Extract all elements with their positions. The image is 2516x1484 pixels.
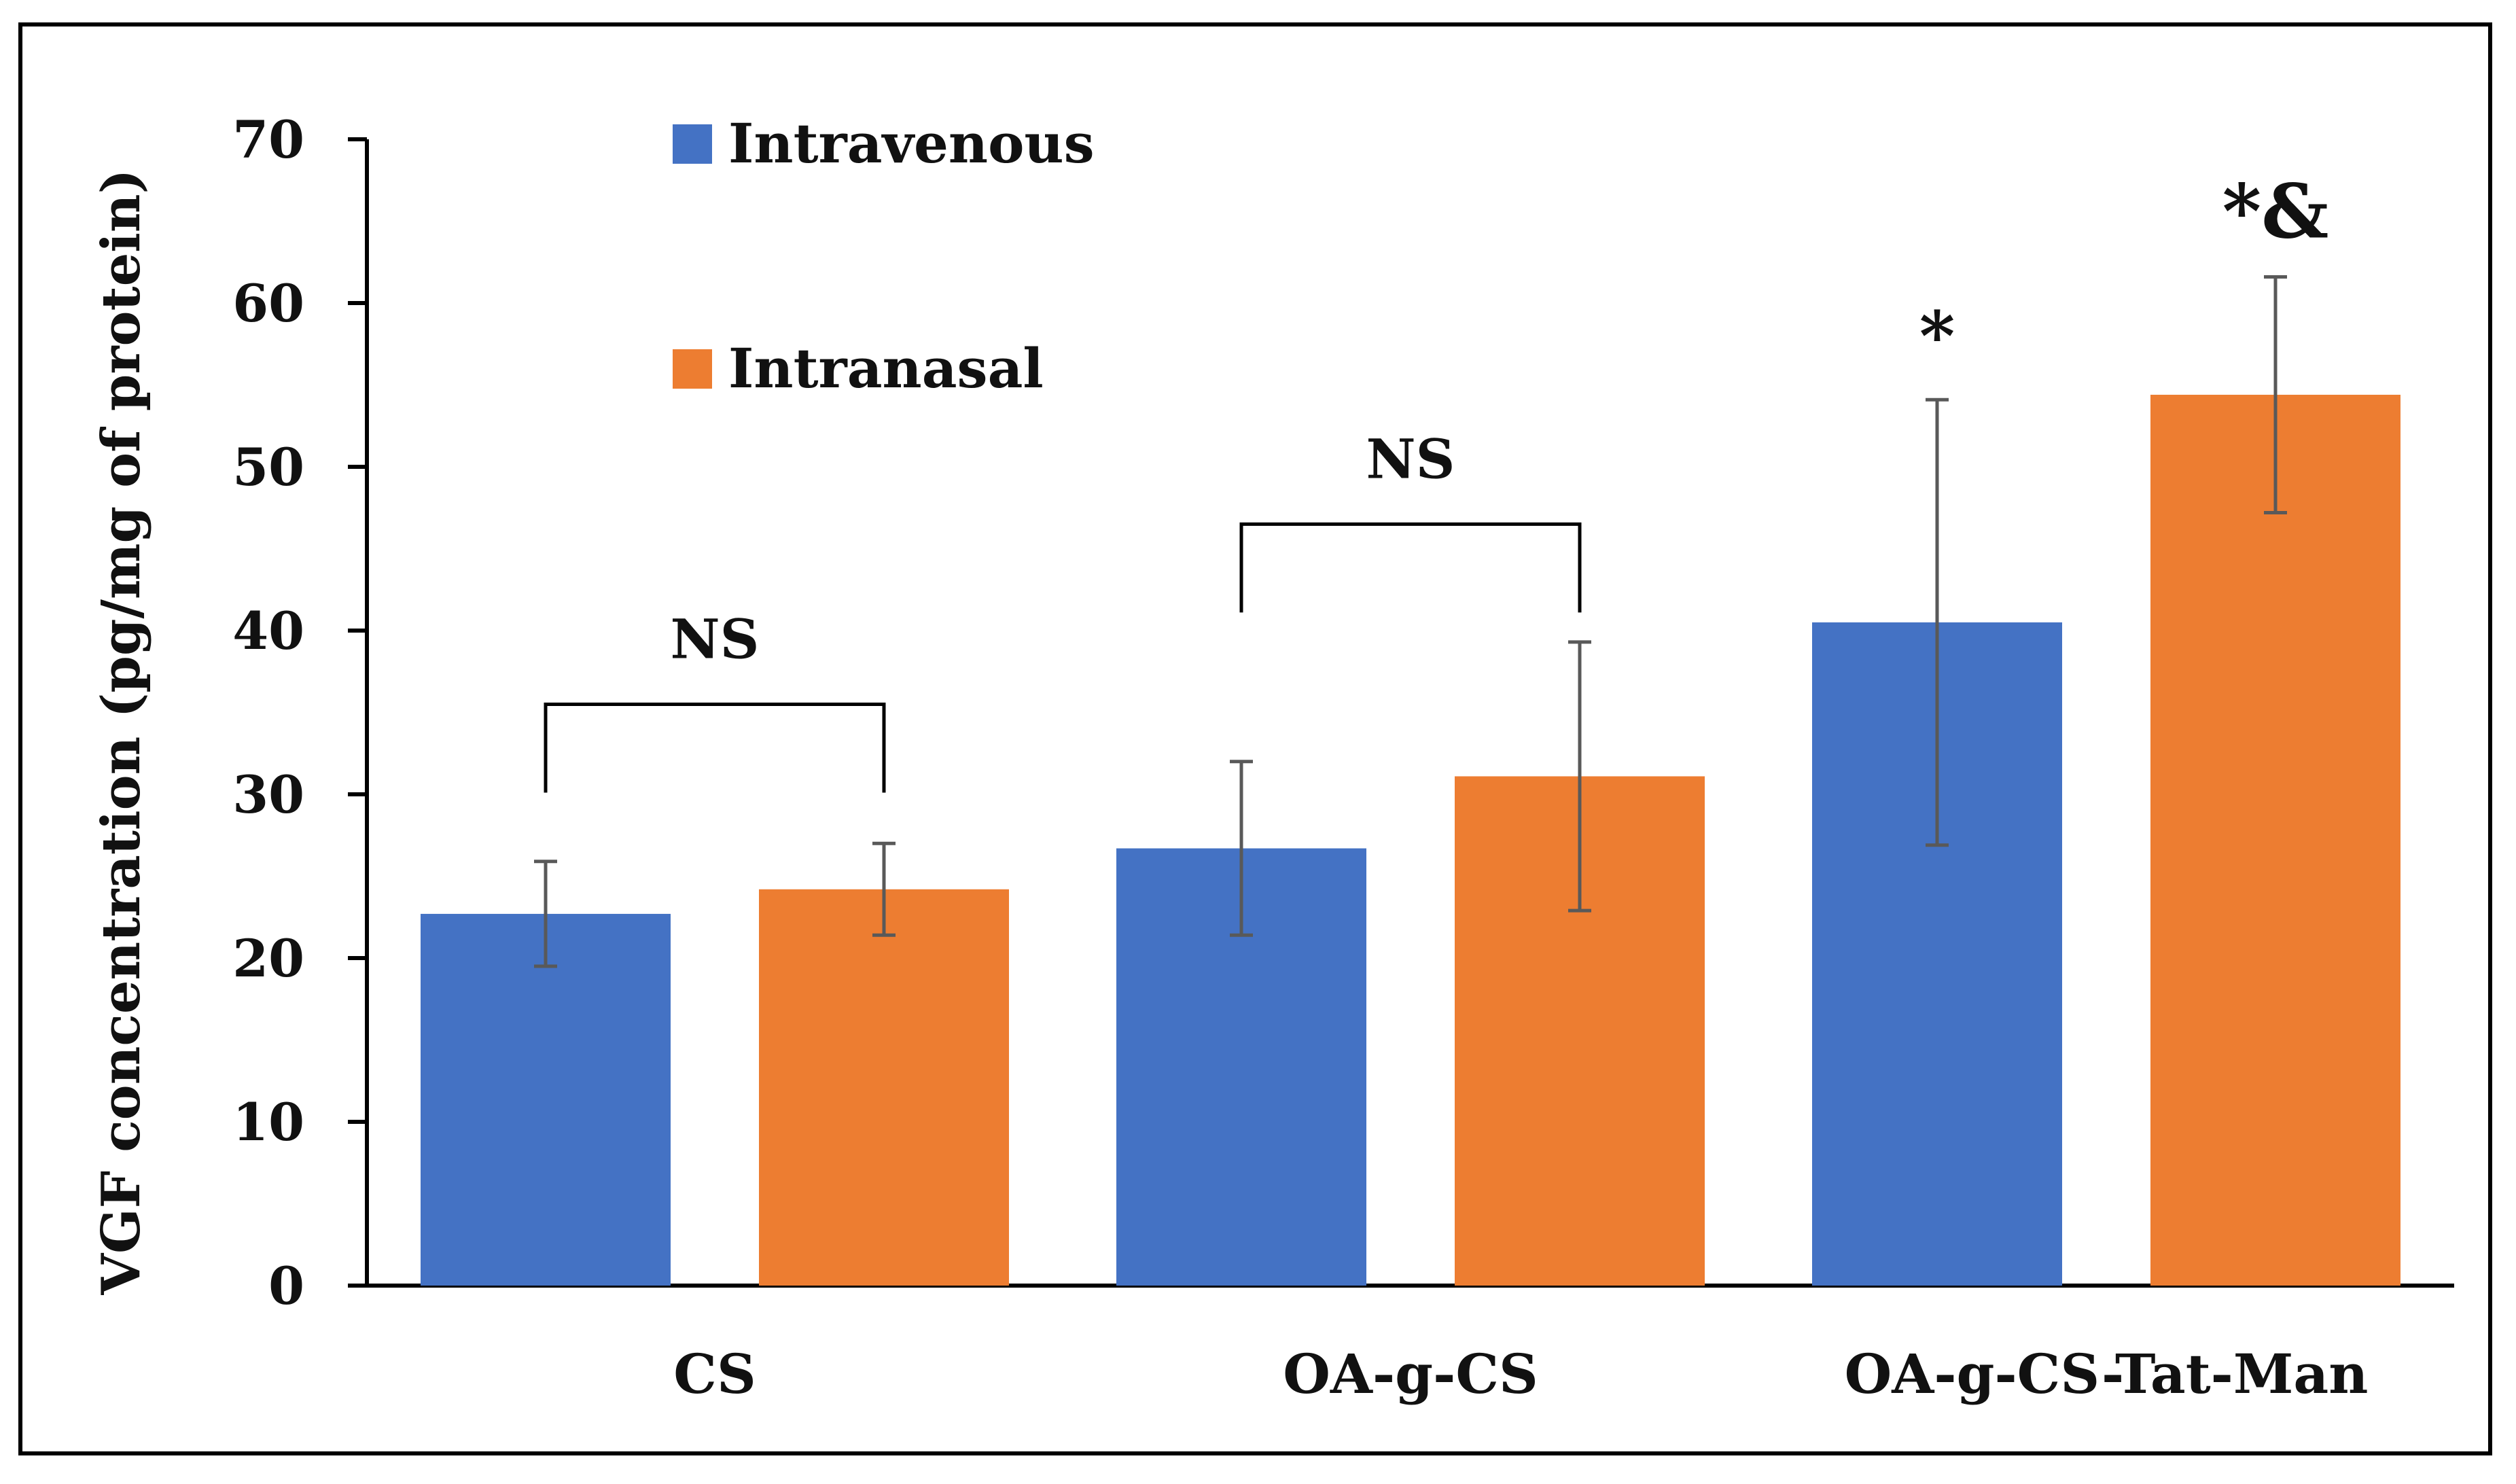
ns-label: NS — [1366, 427, 1455, 491]
legend-swatch-intranasal — [673, 349, 712, 389]
ns-bracket — [544, 702, 886, 793]
y-tick-label: 60 — [232, 273, 304, 334]
y-tick-label: 20 — [232, 928, 304, 989]
y-tick-label: 30 — [232, 764, 304, 825]
y-tick-label: 40 — [232, 601, 304, 661]
significance-marker: *& — [2222, 167, 2329, 255]
annotations: NS NS * *& — [544, 167, 2329, 793]
legend-label-intranasal: Intranasal — [728, 336, 1044, 400]
x-tick-label: OA-g-CS-Tat-Man — [1845, 1342, 2369, 1406]
y-axis-label: VGF concentration (pg/mg of protein) — [90, 169, 152, 1296]
y-tick-label: 50 — [232, 437, 304, 497]
axes: 0 10 20 30 40 50 60 70 CS OA-g-CS OA-g-CS-Tat-Man — [232, 109, 2454, 1406]
x-tick-label: OA-g-CS — [1283, 1342, 1538, 1406]
y-tick-label: 10 — [232, 1092, 304, 1152]
bar-intranasal — [2150, 394, 2400, 1286]
significance-marker: * — [1919, 296, 1955, 376]
bar-intravenous — [421, 913, 671, 1286]
y-tick-label: 0 — [268, 1256, 304, 1316]
bar-intranasal — [759, 889, 1009, 1286]
figure-border — [18, 22, 2492, 1455]
ns-label: NS — [671, 607, 760, 671]
x-tick-label: CS — [673, 1342, 756, 1406]
legend-swatch-intravenous — [673, 124, 712, 164]
legend: Intravenous Intranasal — [673, 111, 1095, 400]
error-bars — [534, 275, 2287, 968]
y-tick-label: 70 — [232, 109, 304, 170]
legend-label-intravenous: Intravenous — [728, 111, 1095, 175]
ns-bracket — [1239, 522, 1582, 613]
bars — [421, 394, 2400, 1286]
